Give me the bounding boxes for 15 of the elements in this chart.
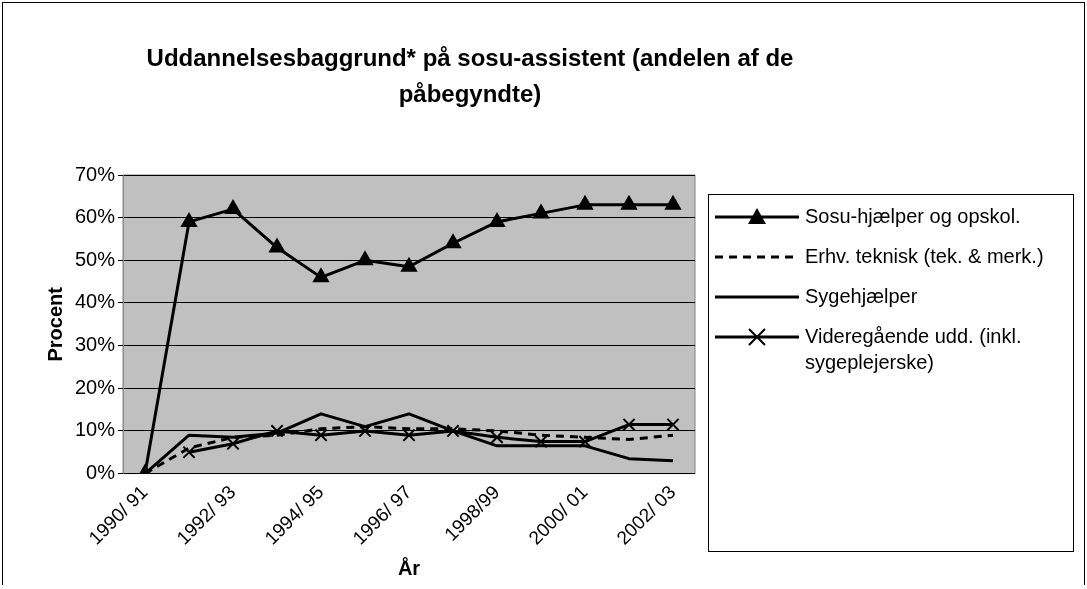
legend-label: Sosu-hjælper og opskol. — [805, 204, 1021, 229]
x-axis-title: År — [397, 555, 421, 579]
y-axis-title: Procent — [43, 286, 66, 362]
legend-label: Videregående udd. (inkl. sygeplejerske) — [805, 324, 1023, 375]
chart-title: Uddannelsesbaggrund* på sosu-assistent (andelen af de påbegyndte) — [145, 43, 795, 109]
y-tick-label: 20% — [75, 375, 116, 398]
y-tick-label: 10% — [75, 418, 116, 441]
y-tick-label: 30% — [75, 333, 116, 356]
legend-label: Sygehjælper — [805, 284, 918, 309]
y-tick-label: 50% — [75, 247, 116, 270]
y-tick-label: 40% — [75, 290, 116, 313]
y-tick-label: 0% — [86, 461, 116, 484]
legend-label: Erhv. teknisk (tek. & merk.) — [805, 244, 1044, 269]
y-tick-label: 60% — [75, 205, 116, 228]
y-tick-label: 70% — [75, 162, 116, 185]
